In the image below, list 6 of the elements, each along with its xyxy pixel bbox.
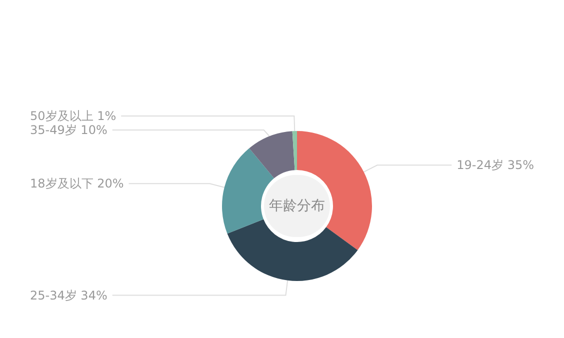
slice-label: 35-49岁 10% <box>30 123 108 138</box>
slice-label: 19-24岁 35% <box>456 158 534 172</box>
slice-label: 25-34岁 34% <box>30 288 108 302</box>
slice-label: 18岁及以下 20% <box>30 176 124 191</box>
slice-label: 50岁及以上 1% <box>30 109 116 124</box>
text: 年龄分布 <box>269 198 325 214</box>
